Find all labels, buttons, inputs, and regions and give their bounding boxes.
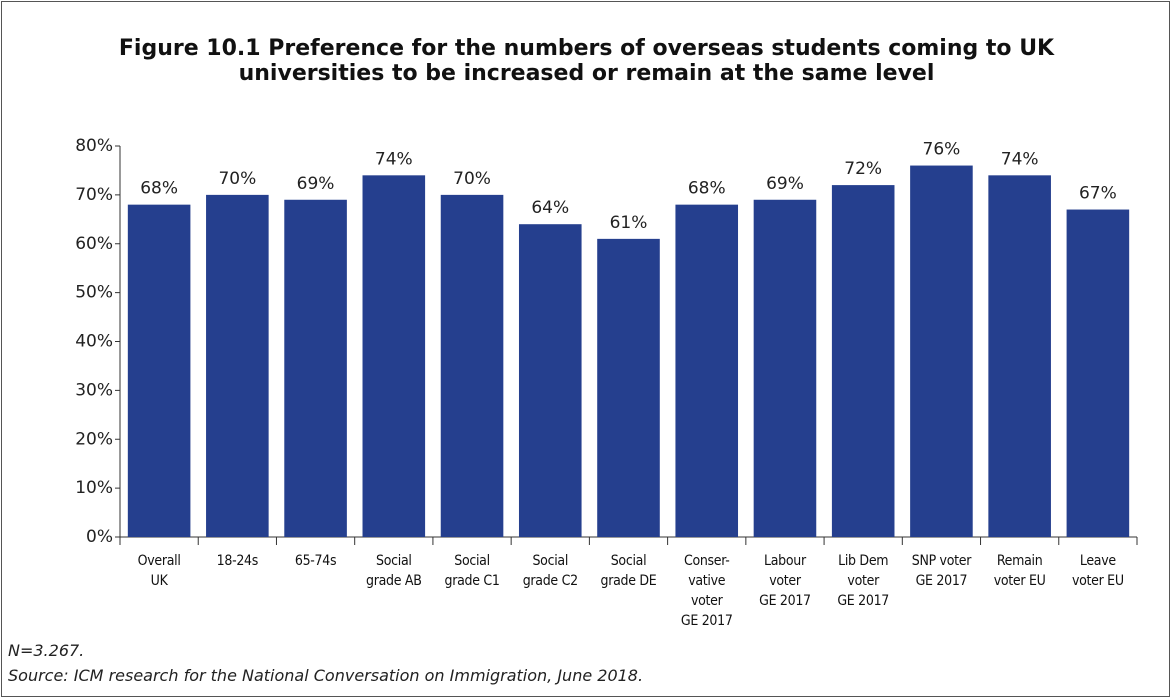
bar [597, 238, 660, 538]
x-tick-label: Overall UK [137, 553, 181, 589]
bar [910, 165, 973, 538]
y-tick-label: 20% [75, 429, 113, 449]
x-tick-label: SNP voter GE 2017 [911, 553, 972, 589]
value-label: 67% [1079, 184, 1117, 204]
value-label: 74% [375, 149, 413, 169]
value-label: 70% [218, 169, 256, 189]
bar [675, 204, 739, 537]
y-tick-label: 40% [75, 332, 113, 352]
value-label: 69% [766, 174, 804, 194]
value-label: 61% [610, 213, 648, 233]
bar [362, 175, 426, 537]
value-label: 68% [688, 179, 726, 199]
value-label: 64% [531, 198, 569, 218]
value-label: 70% [453, 169, 491, 189]
value-label: 74% [1001, 149, 1039, 169]
chart-title: Figure 10.1 Preference for the numbers o… [118, 36, 1055, 86]
x-tick-label: Social grade C1 [444, 553, 500, 589]
x-tick-label: Remain voter EU [993, 553, 1046, 589]
x-tick-label: Labour voter GE 2017 [759, 553, 811, 609]
x-tick-label: Social grade DE [600, 553, 657, 589]
x-tick-label: Lib Dem voter GE 2017 [837, 553, 890, 609]
bar [831, 185, 895, 537]
x-tick-label: Social grade C2 [522, 553, 578, 589]
source: Source: ICM research for the National Co… [8, 666, 644, 685]
bar [1066, 209, 1130, 537]
value-label: 72% [844, 159, 882, 179]
x-tick-label: 65-74s [294, 553, 337, 569]
y-tick-label: 30% [75, 380, 113, 400]
y-tick-label: 0% [86, 527, 113, 547]
x-tick-label: Leave voter EU [1071, 553, 1124, 589]
bar [988, 175, 1051, 537]
x-tick-label: 18-24s [216, 553, 259, 569]
x-tick-label: Conser- vative voter GE 2017 [680, 553, 733, 629]
y-tick-label: 80% [75, 136, 113, 156]
bar [127, 204, 191, 537]
value-label: 69% [297, 174, 335, 194]
y-tick-label: 50% [75, 283, 113, 303]
bar [518, 224, 582, 537]
x-tick-label: Social grade AB [366, 553, 422, 589]
bar [753, 199, 817, 537]
bar [284, 199, 347, 537]
y-tick-label: 70% [75, 185, 113, 205]
value-label: 76% [923, 140, 961, 160]
y-tick-label: 10% [75, 478, 113, 498]
note: N=3.267. [8, 641, 85, 660]
value-label: 68% [140, 179, 178, 199]
bar [206, 194, 269, 537]
bar [440, 194, 504, 537]
y-tick-label: 60% [75, 234, 113, 254]
